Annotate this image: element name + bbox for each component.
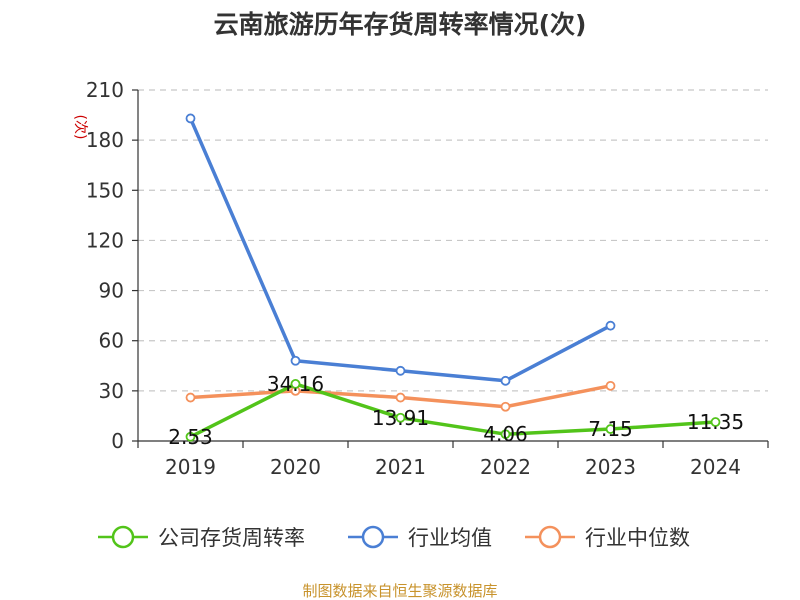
x-tick-label-2024: 2024: [690, 455, 741, 479]
point-1-2023: [605, 320, 616, 331]
point-0-2023: [605, 424, 616, 434]
y-tick-label-180: 180: [86, 128, 124, 152]
point-2-2019: [185, 392, 196, 403]
point-0-2019: [185, 431, 196, 442]
y-tick-label-0: 0: [111, 429, 124, 453]
y-tick-label-120: 120: [86, 228, 124, 252]
y-tick-label-90: 90: [99, 279, 124, 303]
series-line-1: [188, 116, 613, 383]
y-tick-label-60: 60: [99, 329, 124, 353]
y-axis-unit: (次): [72, 115, 88, 140]
point-0-2024: [710, 417, 721, 427]
data-label-2023: 7.15: [588, 417, 633, 441]
y-tick-label-150: 150: [86, 178, 124, 202]
data-label-2021: 13.91: [372, 406, 429, 430]
legend-label-2: 行业中位数: [585, 526, 690, 550]
x-tick-label-2021: 2021: [375, 455, 426, 479]
grid-lines: [138, 89, 768, 392]
point-2-2021: [395, 392, 406, 403]
axes: 0 30 60 90 120 150 180 210 2019 2020 2021 2022 2023 2…: [86, 78, 769, 479]
x-tick-label-2020: 2020: [270, 455, 321, 479]
series-line-0: [188, 382, 718, 439]
point-1-2019: [185, 113, 196, 124]
y-tick-label-210: 210: [86, 78, 124, 102]
point-1-2022: [500, 375, 511, 386]
data-label-2022: 4.06: [483, 422, 528, 446]
point-1-2020: [290, 355, 301, 366]
x-tick-label-2023: 2023: [585, 455, 636, 479]
y-tick-label-30: 30: [99, 379, 124, 403]
series-lines: [185, 113, 721, 442]
point-2-2023: [605, 380, 616, 391]
legend-marker-1: [361, 525, 385, 549]
data-label-2019: 2.53: [168, 425, 213, 449]
point-0-2020: [290, 379, 301, 389]
data-label-2024: 11.35: [687, 410, 744, 434]
data-label-2020: 34.16: [267, 372, 324, 396]
legend-label-1: 行业均值: [408, 526, 492, 550]
legend-marker-2: [538, 525, 562, 549]
chart-title: 云南旅游历年存货周转率情况(次): [214, 10, 587, 39]
point-2-2022: [500, 401, 511, 412]
x-tick-label-2022: 2022: [480, 455, 531, 479]
point-0-2021: [395, 412, 406, 423]
legend-label-0: 公司存货周转率: [158, 526, 305, 550]
data-labels: 2.53 34.16 13.91 4.06 7.15 11.35: [168, 372, 744, 449]
legend: 公司存货周转率 行业均值 行业中位数: [98, 525, 690, 550]
legend-marker-0: [111, 525, 135, 549]
x-tick-label-2019: 2019: [165, 455, 216, 479]
point-0-2022: [500, 429, 511, 440]
point-1-2021: [395, 365, 406, 376]
source-note: 制图数据来自恒生聚源数据库: [302, 582, 497, 600]
